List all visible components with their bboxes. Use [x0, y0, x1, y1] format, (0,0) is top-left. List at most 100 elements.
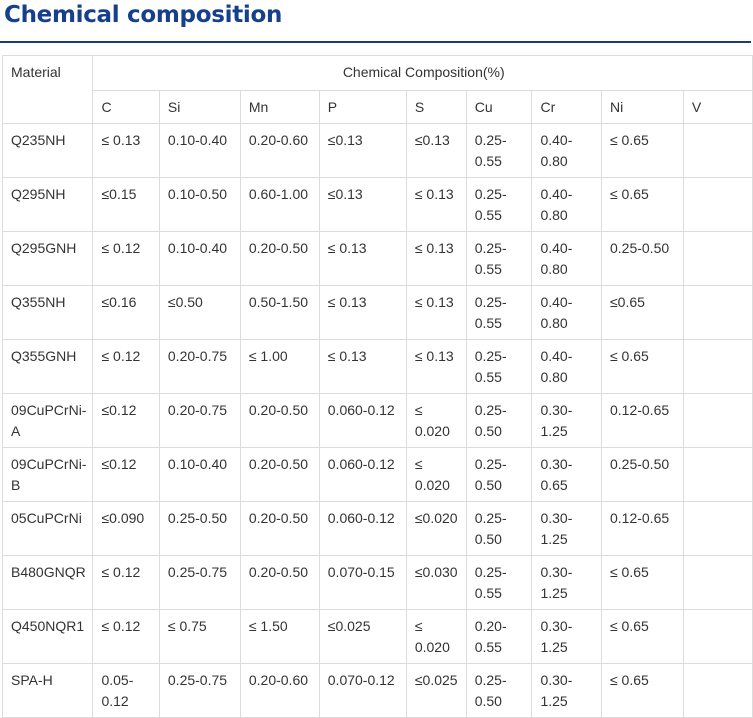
value-cell-si: 0.25-0.75 — [158, 663, 241, 718]
value-cell-mn: 0.60-1.00 — [239, 177, 320, 232]
value-cell-c: ≤0.16 — [92, 285, 160, 340]
table-row: SPA-H 0.05-0.12 0.25-0.75 0.20-0.60 0.070-0.… — [1, 663, 753, 718]
material-cell: Q295GNH — [1, 231, 94, 286]
value-cell-s: ≤0.020 — [405, 501, 467, 556]
table-header-row: Material Chemical Composition(%) — [1, 55, 753, 124]
value-cell-ni: ≤ 0.65 — [600, 339, 684, 394]
value-cell-mn: 0.20-0.50 — [239, 447, 320, 502]
value-cell-cu: 0.20-0.55 — [465, 609, 533, 664]
table-row: 09CuPCrNi-A ≤0.12 0.20-0.75 0.20-0.50 0.060-… — [1, 393, 753, 448]
material-cell: Q450NQR1 — [1, 609, 94, 664]
value-cell-v — [682, 123, 753, 178]
value-cell-p: 0.060-0.12 — [318, 393, 407, 448]
value-cell-si: 0.10-0.40 — [158, 447, 241, 502]
value-cell-cu: 0.25-0.50 — [465, 663, 533, 718]
value-cell-mn: 0.20-0.50 — [239, 555, 320, 610]
value-cell-v — [682, 447, 753, 502]
value-cell-cr: 0.40-0.80 — [531, 231, 602, 286]
value-cell-mn: 0.20-0.50 — [239, 501, 320, 556]
value-cell-c: ≤0.15 — [92, 177, 160, 232]
column-header-s: S — [405, 90, 467, 124]
value-cell-c: ≤ 0.12 — [92, 555, 160, 610]
value-cell-si: 0.25-0.50 — [158, 501, 241, 556]
material-cell: Q355NH — [1, 285, 94, 340]
table-row: Q355NH ≤0.16 ≤0.50 0.50-1.50 ≤ 0.13 ≤ 0.13 0.2… — [1, 285, 753, 340]
value-cell-v — [682, 501, 753, 556]
table-row: 09CuPCrNi-B ≤0.12 0.10-0.40 0.20-0.50 0.060-… — [1, 447, 753, 502]
value-cell-cu: 0.25-0.55 — [465, 285, 533, 340]
value-cell-cu: 0.25-0.55 — [465, 231, 533, 286]
value-cell-c: ≤0.12 — [92, 447, 160, 502]
value-cell-v — [682, 231, 753, 286]
column-header-si: Si — [158, 90, 241, 124]
value-cell-v — [682, 609, 753, 664]
value-cell-cu: 0.25-0.55 — [465, 177, 533, 232]
value-cell-p: ≤ 0.13 — [318, 285, 407, 340]
value-cell-cr: 0.30-1.25 — [531, 501, 602, 556]
value-cell-mn: 0.20-0.50 — [239, 393, 320, 448]
value-cell-cr: 0.30-0.65 — [531, 447, 602, 502]
value-cell-v — [682, 555, 753, 610]
value-cell-p: 0.070-0.12 — [318, 663, 407, 718]
table-row: Q235NH ≤ 0.13 0.10-0.40 0.20-0.60 ≤0.13 ≤0.13… — [1, 123, 753, 178]
value-cell-s: ≤0.13 — [405, 123, 467, 178]
value-cell-ni: ≤0.65 — [600, 285, 684, 340]
value-cell-cr: 0.40-0.80 — [531, 285, 602, 340]
value-cell-mn: ≤ 1.00 — [239, 339, 320, 394]
table-row: 05CuPCrNi ≤0.090 0.25-0.50 0.20-0.50 0.060-0… — [1, 501, 753, 556]
material-cell: 09CuPCrNi-B — [1, 447, 94, 502]
value-cell-p: ≤0.025 — [318, 609, 407, 664]
value-cell-s: ≤ 0.13 — [405, 177, 467, 232]
value-cell-p: ≤0.13 — [318, 123, 407, 178]
value-cell-mn: 0.20-0.60 — [239, 663, 320, 718]
value-cell-cr: 0.40-0.80 — [531, 123, 602, 178]
value-cell-c: ≤ 0.13 — [92, 123, 160, 178]
value-cell-ni: 0.25-0.50 — [600, 447, 684, 502]
value-cell-ni: ≤ 0.65 — [600, 123, 684, 178]
value-cell-mn: 0.50-1.50 — [239, 285, 320, 340]
value-cell-s: ≤ 0.13 — [405, 339, 467, 394]
material-cell: Q295NH — [1, 177, 94, 232]
value-cell-ni: 0.25-0.50 — [600, 231, 684, 286]
table-row: B480GNQR ≤ 0.12 0.25-0.75 0.20-0.50 0.070-0.… — [1, 555, 753, 610]
value-cell-ni: ≤ 0.65 — [600, 609, 684, 664]
value-cell-c: ≤ 0.12 — [92, 609, 160, 664]
material-cell: Q355GNH — [1, 339, 94, 394]
value-cell-si: 0.25-0.75 — [158, 555, 241, 610]
value-cell-si: 0.20-0.75 — [158, 393, 241, 448]
value-cell-s: ≤ 0.020 — [405, 609, 467, 664]
material-cell: 09CuPCrNi-A — [1, 393, 94, 448]
value-cell-s: ≤0.025 — [405, 663, 467, 718]
value-cell-cr: 0.30-1.25 — [531, 609, 602, 664]
table-row: Q355GNH ≤ 0.12 0.20-0.75 ≤ 1.00 ≤ 0.13 ≤ 0.13… — [1, 339, 753, 394]
value-cell-v — [682, 177, 753, 232]
value-cell-cr: 0.30-1.25 — [531, 555, 602, 610]
value-cell-c: 0.05-0.12 — [92, 663, 160, 718]
column-header-v: V — [682, 90, 753, 124]
value-cell-ni: 0.12-0.65 — [600, 393, 684, 448]
value-cell-p: 0.060-0.12 — [318, 501, 407, 556]
value-cell-cu: 0.25-0.50 — [465, 393, 533, 448]
value-cell-p: ≤ 0.13 — [318, 231, 407, 286]
value-cell-v — [682, 393, 753, 448]
value-cell-ni: 0.12-0.65 — [600, 501, 684, 556]
value-cell-s: ≤ 0.020 — [405, 447, 467, 502]
column-header-mn: Mn — [239, 90, 320, 124]
value-cell-cr: 0.40-0.80 — [531, 177, 602, 232]
value-cell-cu: 0.25-0.55 — [465, 339, 533, 394]
value-cell-p: ≤0.13 — [318, 177, 407, 232]
value-cell-c: ≤ 0.12 — [92, 339, 160, 394]
value-cell-v — [682, 339, 753, 394]
column-header-p: P — [318, 90, 407, 124]
value-cell-si: ≤ 0.75 — [158, 609, 241, 664]
value-cell-s: ≤ 0.13 — [405, 285, 467, 340]
column-header-ni: Ni — [600, 90, 684, 124]
column-header-cu: Cu — [465, 90, 533, 124]
value-cell-p: ≤ 0.13 — [318, 339, 407, 394]
material-cell: B480GNQR — [1, 555, 94, 610]
value-cell-c: ≤ 0.12 — [92, 231, 160, 286]
chemical-composition-table: Material Chemical Composition(%) C Si Mn P S… — [1, 55, 753, 718]
value-cell-cu: 0.25-0.50 — [465, 447, 533, 502]
value-cell-si: 0.10-0.40 — [158, 123, 241, 178]
material-cell: SPA-H — [1, 663, 94, 718]
